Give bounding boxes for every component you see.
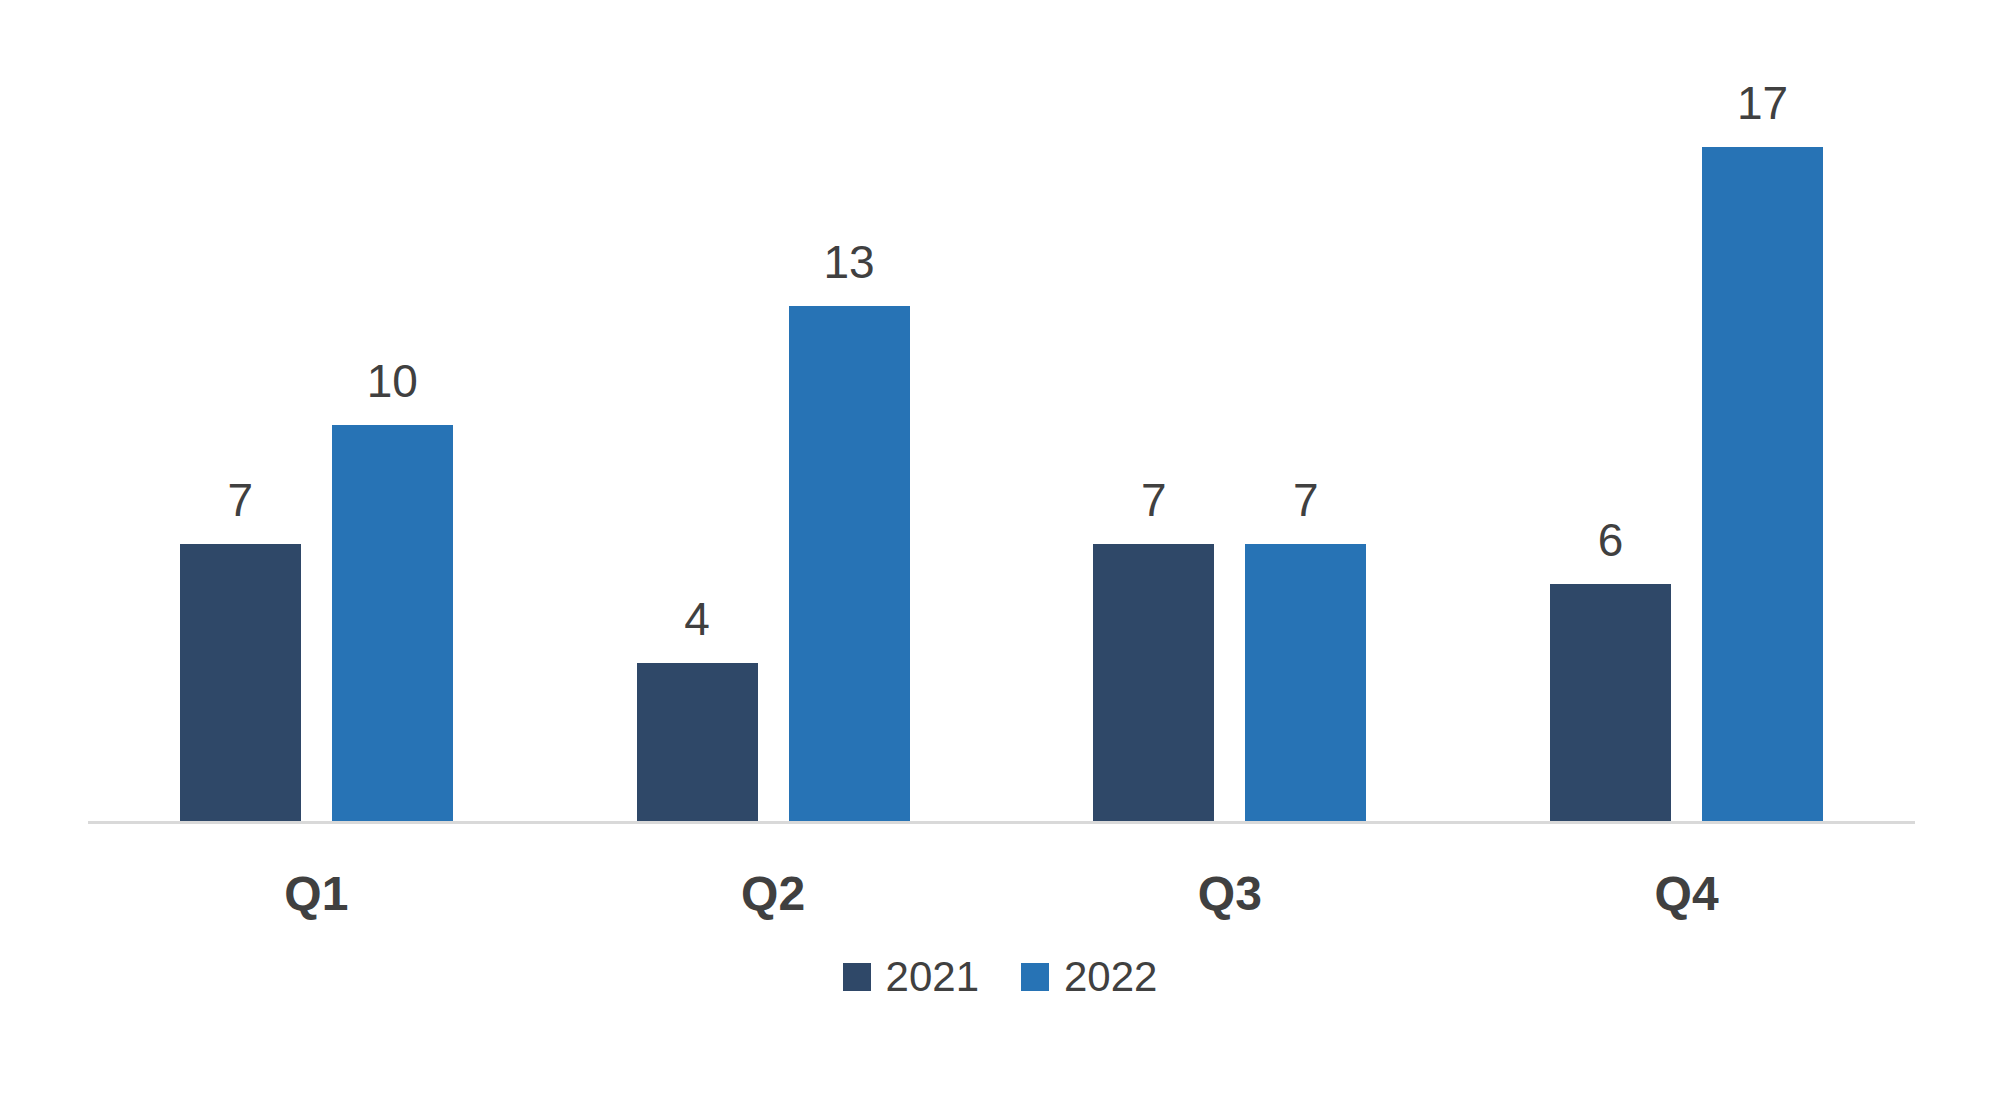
- data-label: 7: [1293, 475, 1319, 526]
- bar-q2-2021: 4: [637, 663, 758, 822]
- bar-group-q1: 710: [88, 0, 545, 822]
- bar-q3-2022: 7: [1245, 544, 1366, 822]
- legend-swatch-icon: [1021, 963, 1049, 991]
- legend-label: 2021: [886, 956, 979, 998]
- data-label: 10: [367, 356, 418, 407]
- data-label: 17: [1737, 78, 1788, 129]
- data-label: 6: [1598, 515, 1624, 566]
- bar-q2-2022: 13: [789, 306, 910, 822]
- legend-item-2022: 2022: [1021, 956, 1157, 998]
- data-label: 13: [824, 237, 875, 288]
- legend: 2021 2022: [0, 956, 2000, 998]
- bar-q1-2021: 7: [180, 544, 301, 822]
- category-label-q1: Q1: [88, 866, 545, 921]
- category-label-q4: Q4: [1458, 866, 1915, 921]
- bar-q3-2021: 7: [1093, 544, 1214, 822]
- bar-q4-2022: 17: [1702, 147, 1823, 822]
- data-label: 7: [1141, 475, 1167, 526]
- legend-swatch-icon: [843, 963, 871, 991]
- bar-group-q3: 77: [1002, 0, 1459, 822]
- bar-q4-2021: 6: [1550, 584, 1671, 822]
- plot-area: 71041377617: [88, 0, 1915, 822]
- bar-q1-2022: 10: [332, 425, 453, 822]
- data-label: 7: [228, 475, 254, 526]
- legend-label: 2022: [1064, 956, 1157, 998]
- x-axis-line: [88, 821, 1915, 824]
- bar-group-q4: 617: [1458, 0, 1915, 822]
- bar-chart: 71041377617 Q1Q2Q3Q4 20212022: [0, 0, 2000, 1095]
- category-label-q2: Q2: [545, 866, 1002, 921]
- category-label-q3: Q3: [1002, 866, 1459, 921]
- data-label: 4: [684, 594, 710, 645]
- bar-group-q2: 413: [545, 0, 1002, 822]
- x-axis-labels: Q1Q2Q3Q4: [88, 866, 1915, 921]
- legend-item-2021: 2021: [843, 956, 979, 998]
